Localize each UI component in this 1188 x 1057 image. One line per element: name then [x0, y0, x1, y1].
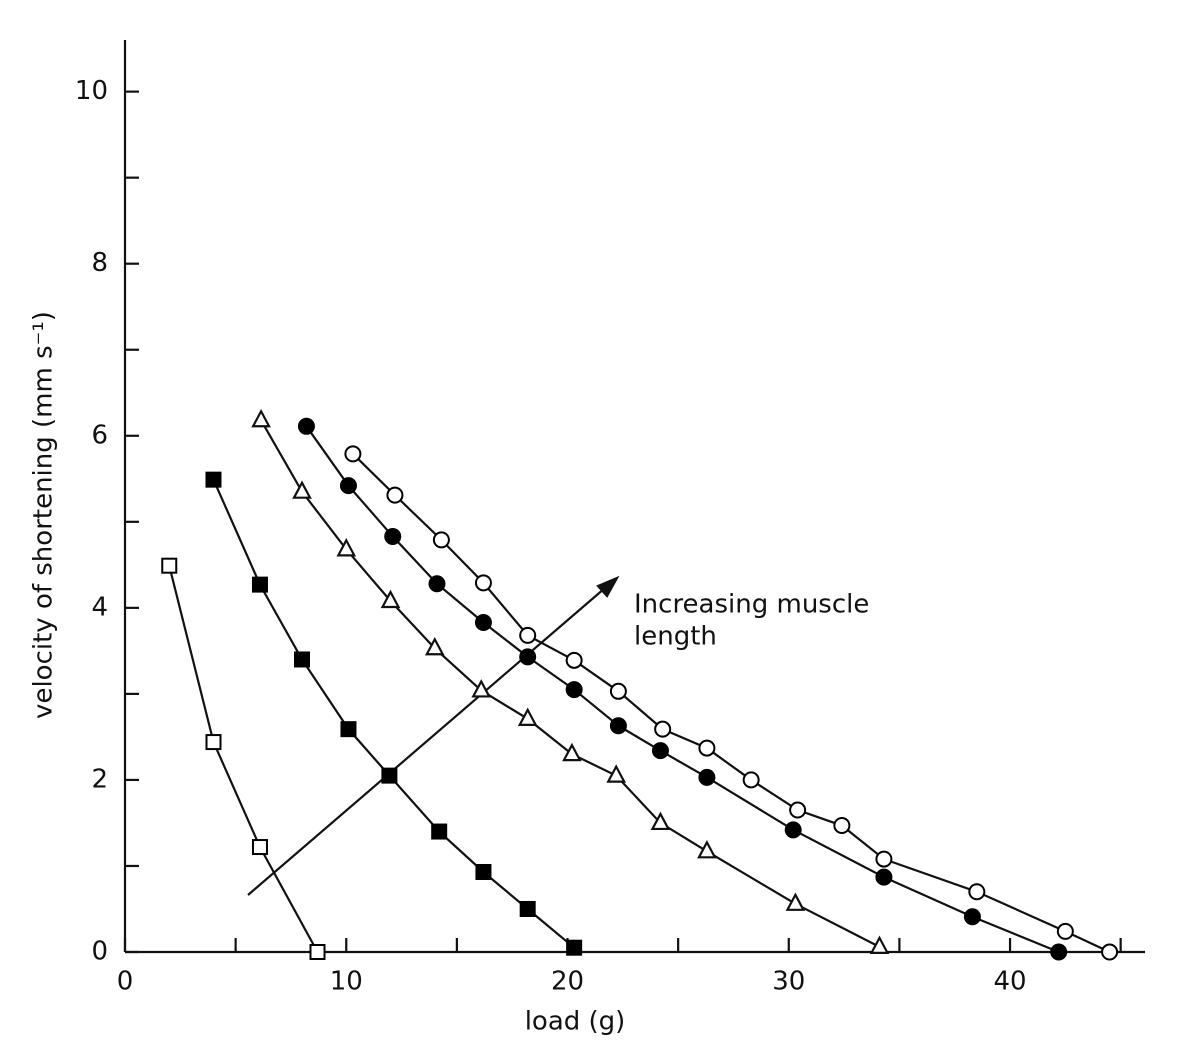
marker [606, 764, 627, 783]
marker [698, 768, 716, 786]
marker [475, 863, 492, 880]
marker [562, 742, 582, 762]
marker [344, 445, 362, 463]
marker [161, 557, 178, 574]
marker [875, 868, 893, 886]
marker [785, 892, 806, 911]
marker [474, 574, 492, 592]
y-tick-label: 8 [91, 248, 108, 278]
marker [381, 767, 398, 784]
marker [566, 939, 583, 956]
arrow-shaft [247, 587, 606, 896]
marker [1101, 943, 1119, 961]
x-tick-label: 40 [993, 967, 1026, 997]
x-tick-label: 10 [330, 967, 363, 997]
x-tick-label: 20 [551, 967, 584, 997]
y-tick-label: 10 [75, 76, 108, 106]
marker [517, 707, 538, 726]
marker [309, 944, 326, 960]
y-tick-label: 6 [91, 420, 108, 450]
marker [609, 717, 627, 735]
marker [789, 801, 807, 819]
marker [742, 771, 760, 789]
marker [340, 721, 357, 738]
marker [875, 850, 893, 868]
y-tick-label: 0 [91, 937, 108, 967]
annotation: Increasing muscle [634, 590, 869, 620]
marker [205, 471, 222, 488]
marker [386, 486, 404, 504]
marker [471, 679, 492, 698]
marker [428, 575, 446, 593]
marker [251, 408, 271, 428]
y-axis-label: velocity of shortening (mm s⁻¹) [29, 311, 59, 719]
annotation: length [634, 622, 717, 652]
marker [650, 811, 671, 831]
marker [654, 720, 672, 738]
y-tick-label: 4 [91, 592, 108, 622]
marker [336, 538, 357, 557]
marker [432, 531, 450, 549]
marker [833, 817, 851, 835]
marker [205, 734, 222, 751]
marker [297, 417, 315, 435]
marker [251, 576, 268, 593]
marker [651, 742, 669, 760]
series-line [305, 425, 1060, 954]
marker [292, 480, 312, 499]
marker [339, 477, 357, 495]
marker [519, 648, 537, 666]
arrow-head [596, 575, 620, 598]
marker [609, 682, 627, 700]
marker [565, 681, 583, 699]
marker [251, 839, 268, 856]
marker [784, 821, 802, 839]
x-tick-label: 30 [772, 967, 805, 997]
marker [519, 626, 537, 644]
marker [474, 613, 492, 631]
marker [565, 651, 583, 669]
x-axis-label: load (g) [525, 1007, 626, 1037]
marker [424, 636, 445, 656]
marker [384, 527, 402, 545]
series-line [168, 565, 319, 953]
marker [1050, 943, 1068, 961]
marker [697, 839, 717, 859]
marker [1056, 922, 1074, 940]
marker [968, 883, 986, 901]
marker [431, 823, 448, 840]
marker [698, 739, 716, 757]
x-tick-label: 0 [117, 967, 134, 997]
marker [869, 935, 890, 954]
marker [294, 651, 311, 668]
marker [380, 589, 401, 609]
y-tick-label: 2 [91, 764, 108, 794]
marker [963, 908, 981, 926]
marker [519, 900, 536, 917]
series-line [352, 453, 1111, 953]
